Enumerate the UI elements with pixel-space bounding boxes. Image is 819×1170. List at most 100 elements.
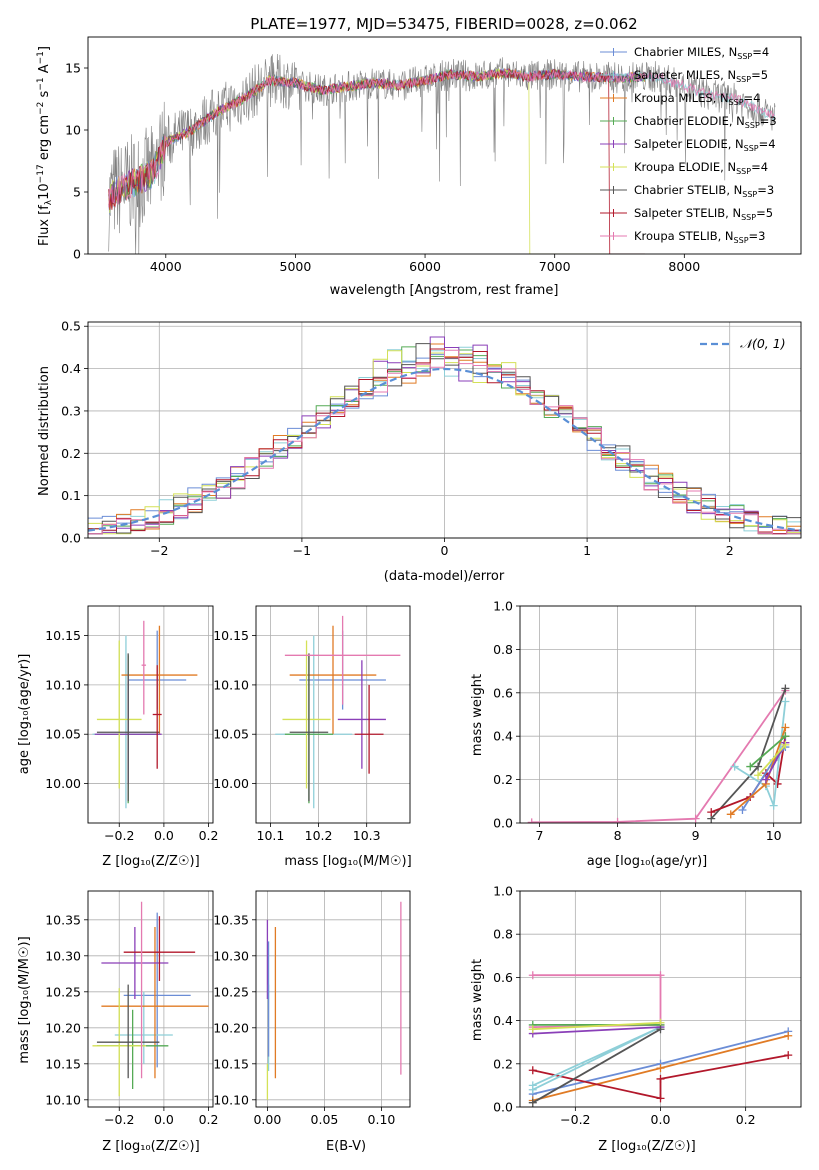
x-tick-label: 0.10 [368,1112,396,1127]
mass-weight-marker [691,814,700,823]
ageZ-ylabel: age [log₁₀(age/yr)] [17,654,32,775]
y-tick-label: 0.4 [493,1013,513,1028]
mass-weight-marker [781,697,790,706]
y-tick-label: 0 [73,247,81,262]
y-tick-label: 0.6 [493,970,513,985]
y-tick-label: 10.30 [45,948,81,963]
y-tick-label: 0.8 [493,927,513,942]
legend-entry: Salpeter ELODIE, NSSP=4 [634,137,776,153]
mass-weight-line [532,1054,789,1100]
legend-entry: Chabrier MILES, NSSP=4 [634,45,769,61]
legend-entry: Kroupa ELODIE, NSSP=4 [634,160,768,176]
y-tick-label: 10.20 [45,1020,81,1035]
axes-frame [519,890,802,1108]
x-tick-label: 1 [583,543,591,558]
x-tick-label: 0 [441,543,449,558]
mass-weight-line [749,735,786,768]
mass-weight-marker [656,1094,665,1103]
mass-weight-marker [726,810,735,819]
mass-weight-line [532,1028,661,1104]
y-tick-label: 0.4 [61,361,81,376]
x-tick-label: 0.0 [154,828,174,843]
axes-frame [87,321,802,539]
y-tick-label: 0.8 [493,642,513,657]
residual-histogram-plot: −2 −1 0 1 2 0.0 0.1 0.2 0.3 0.4 0.5 𝒩(0, 1) [61,319,802,558]
x-tick-label: 0.2 [736,1112,756,1127]
legend-entry: 𝒩(0, 1) [740,336,786,351]
y-tick-label: 0.6 [493,685,513,700]
y-tick-label: 10.15 [213,1056,249,1071]
axes-frame [87,890,214,1108]
y-tick-label: 0.2 [493,772,513,787]
mass-weight-marker [738,805,747,814]
y-tick-label: 10.15 [45,1056,81,1071]
mass-weight-line [531,690,787,823]
legend-entry: Salpeter MILES, NSSP=5 [634,68,768,84]
y-tick-label: 0.0 [493,1100,513,1115]
y-tick-label: 10.35 [213,912,249,927]
y-tick-label: 0.3 [61,403,81,418]
y-tick-label: 0.2 [493,1056,513,1071]
axes-frame [87,36,802,255]
x-tick-label: 6000 [409,259,441,274]
x-tick-label: 9 [692,828,700,843]
y-tick-label: 0.4 [493,729,513,744]
mass-weight-marker [761,775,770,784]
y-tick-label: 10.20 [213,1020,249,1035]
axes-frame [519,605,802,824]
y-tick-label: 10.25 [213,984,249,999]
mass-vs-ebv-plot: 0.00 0.05 0.10 10.10 10.15 10.20 10.25 10.30 10.… [213,890,411,1127]
y-tick-label: 0.5 [61,319,81,334]
axes-frame [255,890,411,1108]
spectrum-legend: Chabrier MILES, NSSP=4 Salpeter MILES, NS… [600,45,777,245]
y-tick-label: 1.0 [493,599,513,614]
y-tick-label: 15 [65,61,81,76]
normal-curve-line [88,367,801,532]
plot-area [528,971,793,1107]
mass-weight-marker [784,1031,793,1040]
y-tick-label: 0.2 [61,446,81,461]
age-vs-metallicity-plot: −0.2 0.0 0.2 10.00 10.05 10.10 10.15 [45,605,218,843]
x-tick-label: 10 [766,828,782,843]
ageM-xlabel: mass [log₁₀(M/M☉)] [284,854,411,869]
massE-xlabel: E(B-V) [326,1139,366,1154]
mass-weight-marker [754,771,763,780]
mass-weight-marker [528,1081,537,1090]
massZ-xlabel: Z [log₁₀(Z/Z☉)] [102,1139,199,1154]
mass-weight-marker [754,762,763,771]
x-tick-label: 4000 [150,259,182,274]
x-tick-label: −1 [293,543,311,558]
x-tick-label: 10.1 [257,828,285,843]
mwZ-ylabel: mass weight [470,959,485,1041]
y-tick-label: 10.10 [45,1092,81,1107]
x-tick-label: −0.2 [104,1112,134,1127]
y-tick-label: 5 [73,185,81,200]
x-tick-label: 2 [726,543,734,558]
x-tick-label: 0.0 [154,1112,174,1127]
x-tick-label: 0.05 [311,1112,339,1127]
mwAge-ylabel: mass weight [470,674,485,756]
x-tick-label: 7000 [539,259,571,274]
y-tick-label: 0.1 [61,488,81,503]
y-tick-label: 0.0 [61,531,81,546]
x-tick-label: 7 [536,828,544,843]
mass-vs-metallicity-plot: −0.2 0.0 0.2 10.10 10.15 10.20 10.25 10.30 10.35 [45,890,218,1127]
histogram-ylabel: Normed distribution [37,366,52,496]
mass-weight-marker [656,1064,665,1073]
spectrum-xlabel: wavelength [Angstrom, rest frame] [330,283,559,298]
spectrum-ylabel: Flux [fλ10−17 erg cm−2 s−1 A−1] [36,46,54,246]
spectrum-plot: 4000 5000 6000 7000 8000 0 5 10 15 Chabrier MILES… [65,36,802,274]
y-tick-label: 10.10 [213,677,249,692]
y-tick-label: 10.30 [213,948,249,963]
mass-weight-marker [528,971,537,980]
plot-area [527,684,790,823]
mass-weight-marker [781,684,790,693]
y-tick-label: 10.15 [45,628,81,643]
histogram-xlabel: (data-model)/error [384,569,505,584]
legend-entry: Kroupa MILES, NSSP=4 [634,91,760,107]
mass-weight-line [757,744,787,776]
x-tick-label: 8000 [668,259,700,274]
age-vs-mass-plot: 10.1 10.2 10.3 10.00 10.05 10.10 10.15 [213,605,411,843]
mass-weight-marker [528,1098,537,1107]
